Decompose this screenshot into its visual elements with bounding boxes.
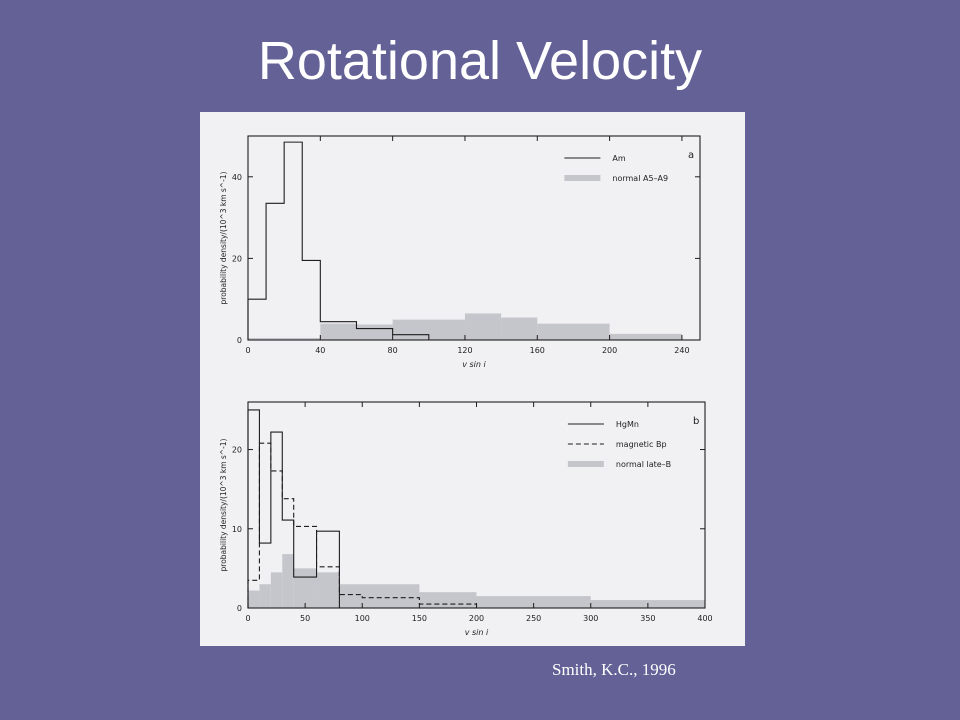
histogram-bar (609, 333, 682, 340)
histogram-bar (259, 584, 271, 608)
y-axis-label: probability density/(10^3 km s^-1) (219, 438, 228, 571)
panel-b: 0 50 100 150 200 250 300 350 400 0 10 20 v sin i prob… (219, 401, 713, 637)
x-axis-label: v sin i (465, 628, 489, 637)
histogram-bar (356, 324, 393, 340)
legend: Am normal A5–A9 (564, 154, 668, 183)
legend-label: HgMn (616, 420, 639, 429)
figure-scan: 0 40 80 120 160 200 240 0 20 40 v sin i probability… (200, 112, 745, 646)
x-tick-label: 350 (640, 614, 655, 623)
legend-label: Am (612, 154, 625, 163)
panel-label: a (688, 150, 694, 161)
slide-title: Rotational Velocity (257, 31, 703, 91)
histogram-bar (537, 323, 610, 340)
histogram-bar (248, 337, 321, 340)
x-tick-label: 40 (315, 346, 325, 355)
legend-swatch (567, 461, 604, 467)
panel-label: b (693, 416, 699, 427)
series-normal-a5-a9 (248, 313, 682, 340)
x-tick-label: 200 (469, 614, 484, 623)
x-tick-label: 50 (300, 614, 310, 623)
y-tick-label: 0 (237, 336, 242, 345)
y-axis-label: probability density/(10^3 km s^-1) (219, 171, 228, 304)
histogram-bar (282, 554, 294, 608)
x-tick-label: 200 (602, 346, 617, 355)
histogram-bar (248, 590, 260, 608)
y-tick-label: 40 (232, 173, 242, 182)
x-tick-label: 160 (530, 346, 545, 355)
figure-credit: Smith, K.C., 1996 (552, 660, 676, 679)
x-tick-label: 0 (245, 614, 250, 623)
series-magnetic-bp (247, 442, 534, 609)
y-tick-label: 0 (237, 604, 242, 613)
histogram-bar (320, 323, 357, 340)
x-tick-label: 100 (355, 614, 370, 623)
x-tick-label: 240 (674, 346, 689, 355)
x-tick-label: 300 (583, 614, 598, 623)
histogram-bar (501, 317, 538, 340)
x-tick-label: 150 (412, 614, 427, 623)
legend-swatch (564, 175, 601, 181)
legend-label: magnetic Bp (616, 440, 667, 449)
histogram-bar (476, 596, 591, 608)
legend-label: normal A5–A9 (612, 174, 668, 183)
series-am (247, 141, 430, 340)
histogram-bar (419, 592, 477, 608)
x-axis-label: v sin i (462, 360, 486, 369)
histogram-bar (293, 568, 317, 608)
histogram-bar (464, 313, 502, 340)
histogram-bar (339, 584, 420, 608)
legend: HgMn magnetic Bp normal late–B (567, 420, 671, 469)
x-tick-label: 120 (457, 346, 472, 355)
y-tick-label: 20 (232, 254, 242, 263)
y-tick-label: 20 (232, 446, 242, 455)
histogram-bar (270, 572, 283, 608)
histogram-bar (316, 572, 340, 608)
x-tick-label: 0 (245, 346, 250, 355)
series-hgmn (247, 409, 363, 609)
plot-frame (247, 135, 701, 341)
legend-label: normal late–B (616, 460, 671, 469)
x-tick-label: 400 (697, 614, 712, 623)
x-tick-label: 80 (388, 346, 398, 355)
y-tick-label: 10 (232, 525, 242, 534)
histogram-step-line (247, 409, 363, 609)
panel-a: 0 40 80 120 160 200 240 0 20 40 v sin i probability… (219, 135, 701, 369)
histogram-step-line (247, 442, 534, 609)
x-tick-label: 250 (526, 614, 541, 623)
histogram-step-line (247, 141, 430, 340)
